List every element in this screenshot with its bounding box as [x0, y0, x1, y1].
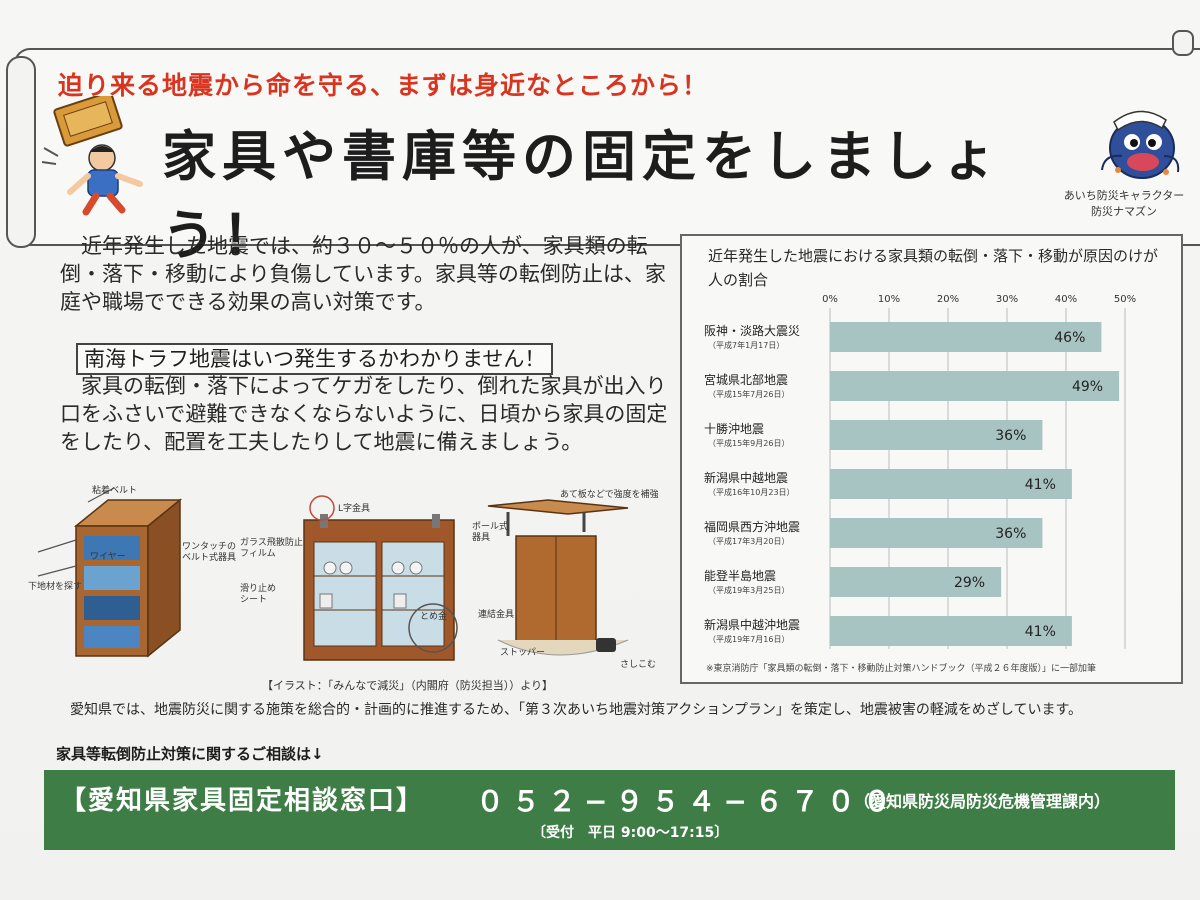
- label-wire: ワイヤー: [90, 552, 126, 562]
- bar: [830, 469, 1072, 499]
- contact-name: 【愛知県家具固定相談窓口】: [60, 786, 425, 816]
- mascot-caption-line-1: あいち防災キャラクター: [1063, 189, 1185, 202]
- cupboard-illustration: [303, 495, 458, 661]
- scroll-curl-left: [6, 56, 36, 248]
- x-tick-label: 20%: [937, 294, 959, 305]
- category-date-label: （平成15年9月26日）: [708, 438, 789, 448]
- consult-heading: 家具等転倒防止対策に関するご相談は↓: [56, 745, 324, 763]
- bar-value-label: 41%: [1025, 624, 1056, 640]
- category-label: 十勝沖地震: [704, 421, 764, 436]
- mascot-caption: あいち防災キャラクター 防災ナマズン: [1050, 188, 1198, 220]
- label-lbracket: L字金具: [338, 504, 371, 514]
- bar-value-label: 36%: [995, 428, 1026, 444]
- label-glass: ガラス飛散防止 フィルム: [240, 538, 303, 559]
- chart-source-note: ※東京消防庁「家具類の転倒・落下・移動防止対策ハンドブック（平成２６年度版）」に…: [706, 664, 1097, 674]
- category-date-label: （平成19年7月16日）: [708, 634, 789, 644]
- aichi-plan-paragraph: 愛知県では、地震防災に関する施策を総合的・計画的に推進するため、「第３次あいち地…: [70, 702, 1083, 718]
- label-onetouch: ワンタッチの ベルト式器具: [182, 542, 237, 563]
- bar: [830, 567, 1002, 597]
- injury-ratio-bar-chart: 0% 10% 20% 30% 40% 50% 46% 阪神・淡路大震災 （平成7年1月17日） 4…: [704, 294, 1136, 649]
- label-plate: あて板などで強度を補強: [560, 490, 659, 500]
- contact-department: （愛知県防災局防災危機管理課内）: [854, 792, 1111, 811]
- category-date-label: （平成7年1月17日）: [708, 340, 784, 350]
- chart-frame: [680, 234, 1183, 684]
- label-belt: 粘着ベルト: [92, 486, 138, 496]
- label-link: 連結金具: [478, 610, 515, 620]
- label-insert: さしこむ: [620, 660, 657, 670]
- category-label: 能登半島地震: [704, 568, 776, 583]
- bar-value-label: 41%: [1025, 477, 1056, 493]
- label-latch: とめ金: [420, 612, 448, 622]
- x-tick-label: 10%: [878, 294, 900, 305]
- label-pole: ポール式 器具: [472, 522, 509, 543]
- nankai-warning-box: 南海トラフ地震はいつ発生するかわかりません！: [76, 343, 554, 375]
- bar: [830, 518, 1043, 548]
- wardrobe-illustration: [487, 499, 629, 656]
- bar: [830, 616, 1072, 646]
- category-date-label: （平成17年3月20日）: [708, 536, 789, 546]
- contact-phone[interactable]: ０５２−９５４−６７００: [476, 785, 899, 818]
- mascot-caption-line-2: 防災ナマズン: [1091, 205, 1157, 218]
- bar: [830, 371, 1120, 401]
- x-tick-label: 50%: [1114, 294, 1136, 305]
- furniture-fixing-illustration: [37, 487, 629, 661]
- scroll-curl-right: [1172, 30, 1194, 56]
- chart-title: 近年発生した地震における家具類の転倒・落下・移動が原因のけが人の割合: [708, 247, 1159, 289]
- title-scroll-banner: [14, 48, 1200, 246]
- x-tick-label: 30%: [996, 294, 1018, 305]
- category-label: 新潟県中越地震: [704, 470, 788, 485]
- label-slip: 滑り止め シート: [240, 584, 277, 605]
- mascot-illustration: [1101, 110, 1180, 179]
- x-tick-label: 40%: [1055, 294, 1077, 305]
- contact-band: 【愛知県家具固定相談窓口】 ０５２−９５４−６７００ （愛知県防災局防災危機管理…: [44, 770, 1175, 850]
- bookcase-illustration: [37, 487, 183, 658]
- falling-furniture-illustration: [41, 96, 143, 216]
- label-base: 下地材を探す: [28, 582, 83, 592]
- bar-value-label: 36%: [995, 526, 1026, 542]
- category-label: 新潟県中越沖地震: [704, 617, 800, 632]
- contact-hours: 〔受付 平日 9:00〜17:15〕: [532, 825, 729, 841]
- subtitle: 迫り来る地震から命を守る、まずは身近なところから！: [58, 71, 709, 100]
- page-title: 家具や書庫等の固定をしましょう！: [162, 125, 1002, 267]
- illustration-caption: 【イラスト：「みんなで減災」（内閣府（防災担当））より】: [262, 679, 554, 692]
- x-tick-label: 0%: [822, 294, 838, 305]
- label-stopper: ストッパー: [500, 648, 546, 658]
- advice-paragraph: 家具の転倒・落下によってケガをしたり、倒れた家具が出入り口をふさいで避難できなく…: [60, 374, 668, 454]
- bar-value-label: 46%: [1054, 330, 1085, 346]
- category-date-label: （平成15年7月26日）: [708, 389, 789, 399]
- bar: [830, 322, 1102, 352]
- category-label: 阪神・淡路大震災: [704, 323, 800, 338]
- bar: [830, 420, 1043, 450]
- bar-value-label: 29%: [954, 575, 985, 591]
- bar-value-label: 49%: [1072, 379, 1103, 395]
- category-date-label: （平成19年3月25日）: [708, 585, 789, 595]
- intro-paragraph: 近年発生した地震では、約３０〜５０％の人が、家具類の転倒・落下・移動により負傷し…: [60, 234, 666, 314]
- category-date-label: （平成16年10月23日）: [708, 487, 795, 497]
- category-label: 福岡県西方沖地震: [704, 519, 800, 534]
- category-label: 宮城県北部地震: [704, 372, 788, 387]
